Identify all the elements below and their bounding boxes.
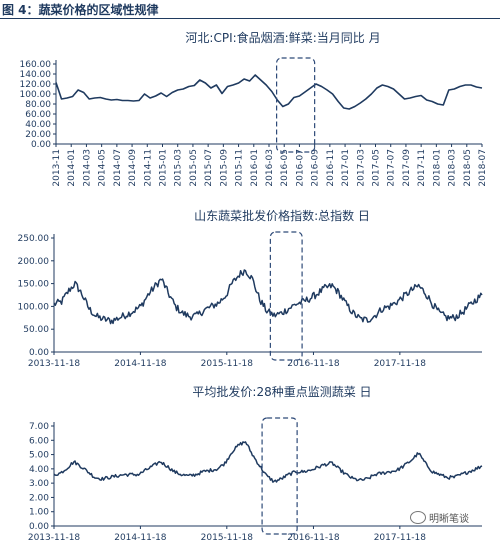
x-tick-label: 2016-05 xyxy=(280,149,290,187)
y-tick-label: 100.00 xyxy=(20,90,52,100)
x-tick-label: 2013-11-18 xyxy=(28,533,81,542)
y-tick-label: 0.00 xyxy=(29,348,49,358)
x-tick-label: 2014-09 xyxy=(128,149,138,187)
x-tick-label: 2016-11-18 xyxy=(287,533,340,542)
y-tick-label: 0.00 xyxy=(31,140,51,150)
y-tick-label: 20.00 xyxy=(25,130,51,140)
x-tick-label: 2016-01 xyxy=(250,149,260,187)
x-tick-label: 2015-05 xyxy=(189,149,199,187)
chart-title: 山东蔬菜批发价格指数:总指数 日 xyxy=(194,208,370,223)
x-tick-label: 2015-09 xyxy=(219,149,229,187)
x-tick-label: 2014-11-18 xyxy=(114,533,167,542)
x-tick-label: 2013-11-18 xyxy=(28,359,81,369)
y-tick-label: 100.00 xyxy=(18,302,50,312)
chart-shandong-index: 山东蔬菜批发价格指数:总指数 日 0.00 50.00 100.00 150.00 200… xyxy=(18,208,483,369)
x-tick-label: 2014-11 xyxy=(143,149,153,187)
x-tick-label: 2016-03 xyxy=(265,149,275,187)
x-tick-label: 2014-01 xyxy=(67,149,77,187)
y-tick-label: 160.00 xyxy=(20,60,52,70)
y-tick-label: 50.00 xyxy=(23,325,49,335)
y-tick-label: 60.00 xyxy=(25,110,51,120)
chart-title: 平均批发价:28种重点监测蔬菜 日 xyxy=(192,384,371,399)
x-tick-label: 2015-11-18 xyxy=(201,533,254,542)
chart-title: 河北:CPI:食品烟酒:鲜菜:当月同比 月 xyxy=(185,30,380,45)
x-tick-label: 2016-11 xyxy=(326,149,336,187)
x-tick-label: 2015-03 xyxy=(174,149,184,187)
y-tick-label: 1.00 xyxy=(29,508,49,518)
header-rule xyxy=(0,18,500,19)
y-tick-label: 40.00 xyxy=(25,120,51,130)
y-tick-label: 250.00 xyxy=(18,234,50,244)
x-tick-label: 2013-11 xyxy=(52,149,62,187)
x-tick-label: 2018-01 xyxy=(432,149,442,187)
figure-title: 图 4：蔬菜价格的区域性规律 xyxy=(2,3,159,17)
x-tick-label: 2014-11-18 xyxy=(114,359,167,369)
x-tick-label: 2014-07 xyxy=(113,149,123,187)
y-tick-label: 140.00 xyxy=(20,70,52,80)
y-tick-label: 150.00 xyxy=(18,280,50,290)
x-tick-label: 2016-11-18 xyxy=(287,359,340,369)
series-line xyxy=(53,441,483,483)
y-tick-label: 120.00 xyxy=(20,80,52,90)
x-tick-label: 2015-11-18 xyxy=(201,359,254,369)
x-tick-label: 2015-07 xyxy=(204,149,214,187)
x-tick-label: 2017-11-18 xyxy=(374,533,427,542)
wechat-icon xyxy=(410,511,426,524)
x-tick-label: 2014-03 xyxy=(82,149,92,187)
x-tick-label: 2017-03 xyxy=(356,149,366,187)
x-tick-label: 2018-03 xyxy=(448,149,458,187)
y-tick-label: 0.00 xyxy=(29,522,49,532)
watermark-text: 明晰笔谈 xyxy=(429,514,469,525)
highlight-box xyxy=(269,231,303,361)
x-tick-label: 2018-07 xyxy=(478,149,488,187)
y-tick-label: 7.00 xyxy=(29,422,49,432)
x-tick-label: 2017-05 xyxy=(372,149,382,187)
y-tick-label: 5.00 xyxy=(29,451,49,461)
chart-hebei-cpi: 河北:CPI:食品烟酒:鲜菜:当月同比 月 0.0020.0040.0060.00… xyxy=(20,30,489,187)
y-tick-label: 6.00 xyxy=(29,436,49,446)
x-tick-label: 2017-01 xyxy=(341,149,351,187)
chart-28-vegetables: 平均批发价:28种重点监测蔬菜 日 0.00 1.00 2.00 3.00 4.00 5.0… xyxy=(28,384,483,542)
x-tick-label: 2014-05 xyxy=(98,149,108,187)
watermark: 明晰笔谈 xyxy=(410,510,469,525)
x-tick-label: 2017-09 xyxy=(402,149,412,187)
y-tick-label: 80.00 xyxy=(25,100,51,110)
x-tick-label: 2015-11 xyxy=(235,149,245,187)
y-tick-label: 4.00 xyxy=(29,465,49,475)
x-tick-label: 2017-11 xyxy=(417,149,427,187)
highlight-box xyxy=(261,417,298,535)
y-tick-label: 200.00 xyxy=(18,257,50,267)
x-tick-label: 2016-07 xyxy=(295,149,305,187)
x-tick-label: 2015-01 xyxy=(159,149,169,187)
series-line xyxy=(53,269,483,325)
x-tick-label: 2018-05 xyxy=(463,149,473,187)
figure-header: 图 4：蔬菜价格的区域性规律 xyxy=(0,0,500,19)
x-tick-label: 2017-07 xyxy=(387,149,397,187)
x-tick-label: 2017-11-18 xyxy=(374,359,427,369)
series-line xyxy=(55,74,483,110)
y-tick-label: 2.00 xyxy=(29,493,49,503)
x-tick-label: 2016-09 xyxy=(311,149,321,187)
y-tick-label: 3.00 xyxy=(29,479,49,489)
